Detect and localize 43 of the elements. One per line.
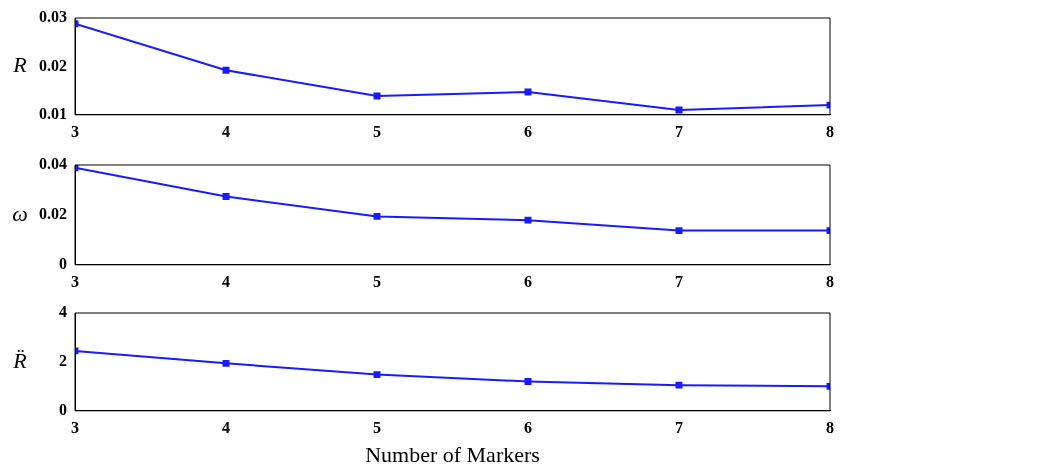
point [222,192,230,200]
y-tick-label: 4 [59,303,67,321]
point [524,216,532,224]
x-tick-label: 4 [222,418,230,436]
x-tick-label: 7 [675,272,683,290]
y-tick-label: 0.01 [39,104,67,122]
point [675,381,683,389]
x-tick-label: 7 [675,122,683,140]
y-axis-title: R [12,52,28,78]
x-tick-label: 6 [524,418,532,436]
point [524,377,532,385]
y-tick-label: 0.04 [39,155,67,173]
x-tick-label: 8 [826,272,834,290]
x-tick-label: 5 [373,272,381,290]
point [675,106,683,114]
point [373,212,381,220]
x-tick-label: 3 [71,122,79,140]
x-tick-label: 3 [71,418,79,436]
point [222,359,230,367]
y-tick-label: 0 [59,254,67,272]
x-tick-label: 3 [71,272,79,290]
y-axis-title: R̈ [12,347,28,373]
x-tick-label: 4 [222,122,230,140]
y-axis-title: ω [12,200,28,226]
point [675,227,683,235]
y-tick-label: 2 [59,352,67,370]
point [524,88,532,96]
x-tick-label: 5 [373,122,381,140]
y-tick-label: 0 [59,400,67,418]
x-tick-label: 4 [222,272,230,290]
point [373,92,381,100]
x-tick-label: 7 [675,418,683,436]
point [373,371,381,379]
y-tick-label: 0.02 [39,205,67,223]
x-axis-title: Number of Markers [365,441,540,467]
point [222,66,230,74]
y-tick-label: 0.02 [39,56,67,74]
x-tick-label: 6 [524,272,532,290]
y-tick-label: 0.03 [39,8,67,26]
x-tick-label: 6 [524,122,532,140]
x-tick-label: 8 [826,418,834,436]
x-tick-label: 5 [373,418,381,436]
x-tick-label: 8 [826,122,834,140]
